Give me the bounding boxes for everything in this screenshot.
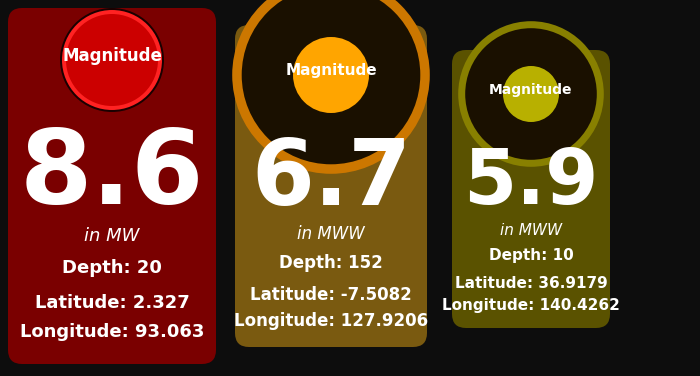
Circle shape	[293, 37, 369, 113]
Circle shape	[486, 49, 576, 139]
Text: Latitude: -7.5082: Latitude: -7.5082	[250, 287, 412, 305]
Circle shape	[280, 24, 382, 126]
Circle shape	[480, 42, 583, 146]
Circle shape	[62, 10, 162, 110]
Circle shape	[270, 14, 392, 136]
Circle shape	[500, 63, 562, 125]
Circle shape	[232, 0, 430, 174]
Circle shape	[494, 56, 569, 132]
Text: Magnitude: Magnitude	[489, 83, 573, 97]
FancyBboxPatch shape	[452, 50, 610, 328]
Circle shape	[68, 16, 156, 104]
Text: Longitude: 127.9206: Longitude: 127.9206	[234, 312, 428, 330]
FancyBboxPatch shape	[8, 8, 216, 364]
Circle shape	[251, 0, 411, 155]
Text: Magnitude: Magnitude	[62, 47, 162, 65]
Text: in MWW: in MWW	[297, 225, 365, 243]
Text: Depth: 20: Depth: 20	[62, 259, 162, 277]
Text: 8.6: 8.6	[20, 125, 204, 226]
FancyBboxPatch shape	[235, 25, 427, 347]
Text: Magnitude: Magnitude	[285, 64, 377, 79]
Circle shape	[458, 21, 604, 167]
Text: Longitude: 93.063: Longitude: 93.063	[20, 323, 204, 341]
Text: Latitude: 36.9179: Latitude: 36.9179	[454, 276, 608, 291]
Text: in MWW: in MWW	[500, 223, 562, 238]
Circle shape	[60, 8, 164, 112]
Circle shape	[66, 14, 158, 106]
Circle shape	[503, 66, 559, 122]
Text: Depth: 10: Depth: 10	[489, 248, 573, 263]
Text: 5.9: 5.9	[463, 146, 598, 220]
Text: Latitude: 2.327: Latitude: 2.327	[34, 294, 190, 312]
Circle shape	[241, 0, 420, 164]
Text: Depth: 152: Depth: 152	[279, 254, 383, 272]
Text: 6.7: 6.7	[251, 136, 411, 224]
Text: Longitude: 140.4262: Longitude: 140.4262	[442, 298, 620, 313]
Text: in MW: in MW	[84, 227, 140, 245]
Circle shape	[466, 28, 597, 160]
Circle shape	[289, 33, 373, 117]
Circle shape	[473, 35, 590, 153]
Circle shape	[260, 5, 401, 145]
